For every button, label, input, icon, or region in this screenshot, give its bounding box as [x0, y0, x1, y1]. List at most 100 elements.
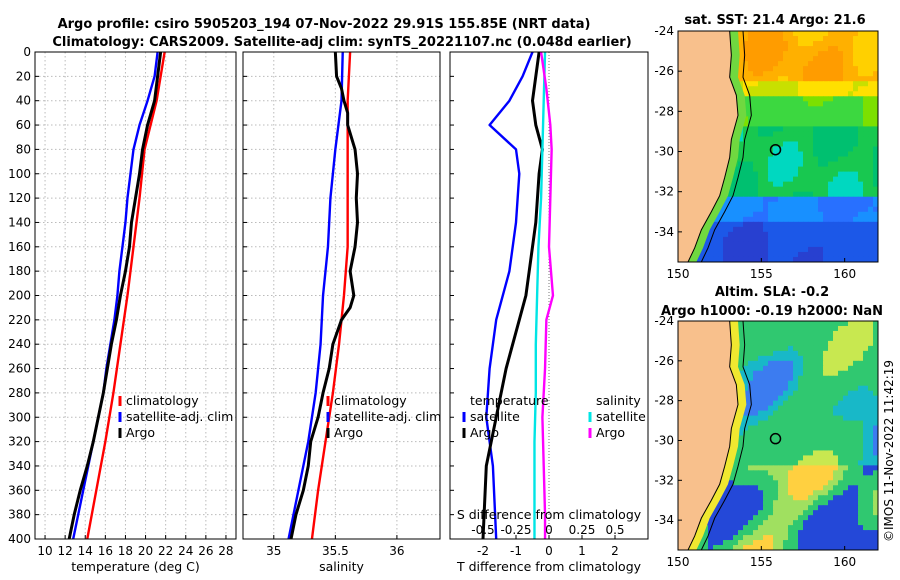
x-tick-label: 12 — [58, 544, 73, 558]
map-cell — [843, 515, 849, 521]
map-frame — [677, 30, 879, 263]
map-cell — [818, 186, 824, 193]
map-cell — [818, 216, 824, 223]
map-cell — [823, 515, 829, 521]
map-cell — [743, 126, 749, 133]
map-cell — [733, 475, 739, 481]
map-cell — [818, 400, 824, 407]
map-cell — [798, 56, 804, 62]
map-cell — [768, 241, 774, 248]
map-cell — [793, 211, 799, 218]
map-cell — [803, 385, 809, 392]
map-cell — [843, 540, 849, 546]
map-cell — [783, 490, 789, 496]
map-cell — [848, 485, 854, 491]
map-cell — [743, 186, 749, 193]
map-cell — [743, 86, 749, 92]
map-cell — [843, 186, 849, 193]
map-cell — [793, 385, 799, 392]
map-cell — [748, 345, 754, 352]
map-cell — [738, 66, 744, 72]
map-cell — [798, 465, 804, 471]
map-cell — [838, 131, 844, 138]
map-cell — [848, 96, 854, 102]
map-cell — [713, 236, 719, 243]
map-cell — [793, 380, 799, 387]
map-cell — [753, 540, 759, 546]
map-cell — [773, 186, 779, 193]
map-cell — [813, 540, 819, 546]
map-cell — [793, 46, 799, 52]
map-cell — [838, 445, 844, 452]
map-cell — [858, 186, 864, 193]
map-cell — [828, 106, 834, 112]
map-cell — [733, 206, 739, 213]
map-cell — [778, 86, 784, 92]
map-cell — [768, 121, 774, 128]
map-cell — [768, 231, 774, 238]
map-cell — [858, 440, 864, 447]
map-cell — [738, 430, 744, 437]
map-cell — [833, 335, 839, 342]
map-cell — [783, 475, 789, 481]
map-cell — [763, 370, 769, 377]
map-cell — [848, 530, 854, 536]
map-cell — [833, 51, 839, 57]
map-cell — [778, 465, 784, 471]
map-cell — [828, 321, 834, 327]
map-cell — [818, 480, 824, 486]
map-cell — [718, 500, 724, 506]
y-tick-label: 180 — [8, 264, 31, 278]
map-cell — [868, 186, 874, 193]
map-cell — [848, 186, 854, 193]
map-cell — [778, 445, 784, 452]
map-cell — [768, 141, 774, 148]
map-cell — [768, 36, 774, 42]
map-cell — [753, 91, 759, 97]
map-cell — [778, 201, 784, 208]
top-axis-tick-label: -0.5 — [471, 523, 494, 537]
x-tick-label: 14 — [78, 544, 93, 558]
map-cell — [783, 500, 789, 506]
map-cell — [768, 490, 774, 496]
map-cell — [798, 226, 804, 233]
map-cell — [798, 365, 804, 372]
map-cell — [853, 395, 859, 402]
map-cell — [838, 365, 844, 372]
map-cell — [723, 226, 729, 233]
map-cell — [713, 540, 719, 546]
map-cell — [863, 505, 869, 511]
map-cell — [768, 71, 774, 77]
map-cell — [773, 380, 779, 387]
map-cell — [773, 540, 779, 546]
map-cell — [778, 186, 784, 193]
map-cell — [753, 530, 759, 536]
map-cell — [758, 241, 764, 248]
map-cell — [808, 96, 814, 102]
map-cell — [738, 221, 744, 228]
map-cell — [793, 191, 799, 198]
map-cell — [818, 420, 824, 427]
map-cell — [748, 81, 754, 87]
map-cell — [773, 321, 779, 327]
map-cell — [793, 71, 799, 77]
map-cell — [748, 161, 754, 168]
map-cell — [868, 490, 874, 496]
map-cell — [858, 405, 864, 412]
map-cell — [823, 480, 829, 486]
map-cell — [738, 465, 744, 471]
map-cell — [798, 515, 804, 521]
map-cell — [763, 385, 769, 392]
map-cell — [833, 156, 839, 163]
y-tick-label: 300 — [8, 410, 31, 424]
map-cell — [838, 201, 844, 208]
map-cell — [753, 455, 759, 461]
map-cell — [788, 101, 794, 107]
map-cell — [738, 505, 744, 511]
map-cell — [843, 171, 849, 178]
map-cell — [808, 206, 814, 213]
map-cell — [833, 540, 839, 546]
map-cell — [778, 340, 784, 347]
map-cell — [758, 395, 764, 402]
map-cell — [738, 360, 744, 367]
